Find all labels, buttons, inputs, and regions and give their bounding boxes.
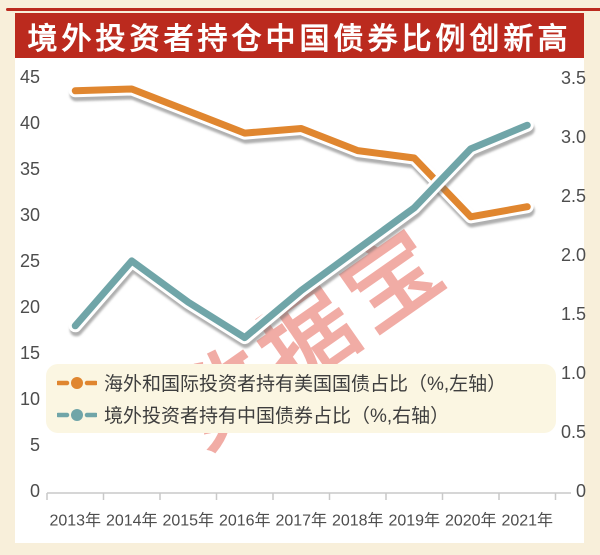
chart-legend: 海外和国际投资者持有美国国债占比（%,左轴） 境外投资者持有中国债券占比（%,右轴… [46,364,556,433]
right-axis-tick-label: 3.0 [561,127,586,147]
legend-label: 海外和国际投资者持有美国国债占比（%,左轴） [104,374,507,395]
chart-title-banner: 境外投资者持仓中国债券比例创新高 [15,13,584,58]
x-axis-tick-label: 2021年 [501,511,553,529]
left-axis-tick-label: 30 [20,205,40,225]
series-china-bond [68,118,534,345]
x-axis-tick-label: 2015年 [162,511,214,529]
series-us-treasury [68,82,534,224]
legend-marker-icon [57,376,97,389]
x-axis-tick-label: 2013年 [49,511,101,529]
left-axis-tick-label: 0 [30,481,40,501]
x-axis-tick-label: 2016年 [219,511,271,529]
left-axis-tick-label: 10 [20,389,40,409]
right-axis-tick-label: 3.5 [561,68,586,88]
left-axis-tick-label: 25 [20,251,40,271]
left-axis-tick-label: 15 [20,343,40,363]
right-axis-tick-label: 1.5 [561,304,586,324]
right-axis-tick-label: 0.5 [561,422,586,442]
x-axis-line [46,492,571,500]
right-axis-tick-label: 0 [576,481,586,501]
right-axis-tick-label: 2.0 [561,245,586,265]
left-axis-tick-label: 35 [20,159,40,179]
x-axis-tick-label: 2014年 [106,511,158,529]
legend-item: 海外和国际投资者持有美国国债占比（%,左轴） [57,369,556,397]
legend-label: 境外投资者持有中国债券占比（%,右轴） [104,406,450,427]
left-axis-tick-label: 20 [20,297,40,317]
page-title: 境外投资者持仓中国债券比例创新高 [27,22,572,56]
left-axis-tick-label: 45 [20,67,40,87]
left-axis-tick-label: 40 [20,113,40,133]
top-border-line [6,8,600,11]
x-axis-tick-label: 2017年 [275,511,327,529]
right-axis-tick-label: 1.0 [561,363,586,383]
x-axis-tick-label: 2018年 [332,511,384,529]
x-axis-tick-label: 2020年 [445,511,497,529]
legend-item: 境外投资者持有中国债券占比（%,右轴） [57,401,556,429]
left-axis-tick-label: 5 [30,435,40,455]
x-axis-tick-label: 2019年 [388,511,440,529]
right-axis-tick-label: 2.5 [561,186,586,206]
legend-marker-icon [57,408,97,421]
